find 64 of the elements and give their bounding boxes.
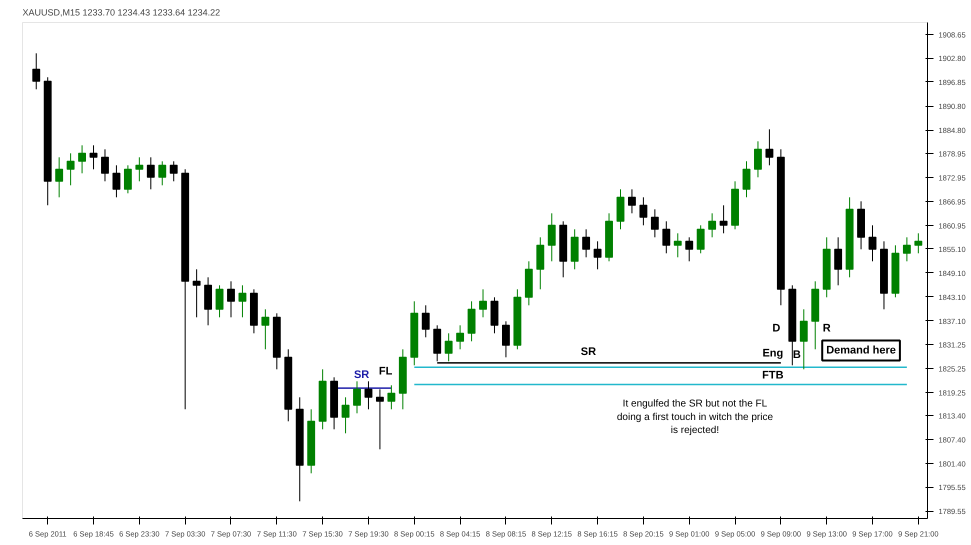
annotation: FTB [762, 370, 784, 382]
candlestick [158, 160, 166, 186]
candlestick [353, 380, 361, 414]
annotation: B [792, 348, 801, 361]
candlestick [112, 164, 120, 198]
candlestick [548, 212, 556, 262]
candlestick [468, 300, 476, 342]
candlestick [582, 228, 590, 258]
candlestick [364, 380, 372, 410]
annotation: SR [580, 346, 596, 358]
candlestick [765, 128, 774, 166]
candlestick [422, 304, 430, 338]
candlestick [868, 224, 876, 262]
candlestick [101, 148, 109, 182]
candlestick [32, 52, 40, 90]
candlestick [708, 212, 716, 238]
candlestick [216, 284, 224, 318]
candlestick [387, 384, 396, 410]
candlestick [456, 324, 464, 350]
annotation: Demand here [826, 344, 896, 356]
candlestick [628, 188, 636, 214]
candlestick [674, 232, 682, 258]
annotation: FL [378, 366, 393, 378]
candlestick [376, 388, 384, 450]
candlestick [754, 140, 762, 178]
candlestick [479, 288, 487, 318]
candlestick [204, 276, 212, 326]
candlestick [914, 232, 922, 254]
annotation: It engulfed the SR but not the FL doing a first touch in witch the price is rejected! [616, 398, 774, 436]
candlestick [639, 196, 648, 226]
candlestick [227, 280, 235, 318]
candlestick [800, 308, 808, 370]
candlestick [146, 156, 155, 190]
candlestick [650, 208, 659, 238]
annotation: Eng [762, 347, 784, 360]
candlestick [261, 308, 270, 350]
candlestick [742, 160, 750, 198]
candlestick [720, 204, 728, 234]
candlestick [238, 284, 246, 318]
candlestick [490, 296, 498, 334]
candlestick [192, 268, 201, 318]
candlestick [78, 144, 86, 174]
candlestick [536, 236, 544, 290]
candlestick [342, 396, 350, 434]
annotation: D [772, 322, 780, 334]
candlestick [135, 156, 144, 182]
candlestick [902, 236, 911, 262]
candlestick [124, 164, 132, 194]
candlestick [570, 228, 579, 270]
candlestick [66, 152, 75, 186]
candlestick [662, 220, 670, 254]
candlestick [696, 224, 705, 254]
annotation: SR [354, 368, 370, 381]
candlestick [90, 144, 98, 170]
chart-title: XAUUSD,M15 1233.70 1234.43 1233.64 1234.22 [22, 8, 220, 18]
candlestick [616, 188, 624, 230]
candlestick [444, 332, 453, 362]
annotation: R [822, 322, 831, 334]
candlestick [170, 160, 178, 182]
candlestick [594, 240, 602, 270]
candlestick [55, 156, 64, 198]
candlestick [685, 236, 694, 262]
candlestick [502, 320, 510, 358]
candlestick [834, 236, 842, 286]
